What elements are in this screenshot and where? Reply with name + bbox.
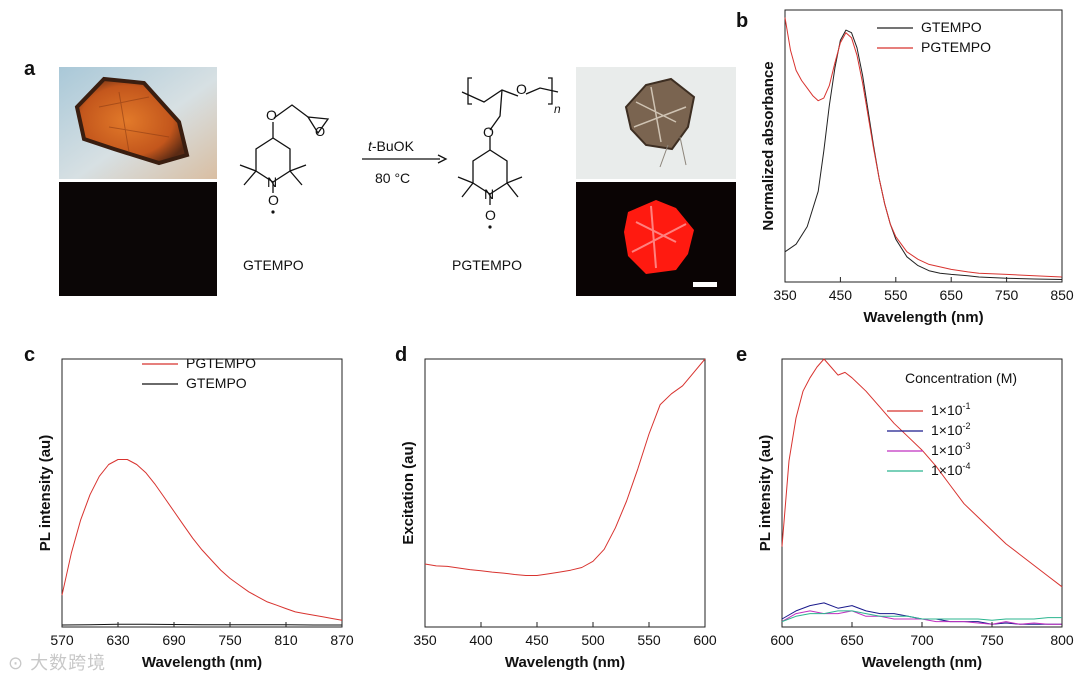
- reagent-italic: t: [368, 138, 372, 154]
- legend-label: GTEMPO: [186, 375, 247, 391]
- legend-label: GTEMPO: [921, 19, 982, 35]
- legend-label-base: 1×10: [931, 402, 963, 418]
- series-line-b-0: [784, 29, 1063, 280]
- panel-label-a: a: [24, 58, 36, 80]
- legend-label: 1×10-2: [931, 421, 971, 438]
- chart-e-concentration: 600 650 700 750 800 Wavelength (nm) PL intensi…: [757, 358, 1074, 671]
- legend-label-base: 1×10: [931, 462, 963, 478]
- x-tick-label: 450: [829, 287, 853, 303]
- x-tick-label: 750: [218, 632, 242, 648]
- chart-d-excitation: 350 400 450 500 550 600 Wavelength (nm) Excitat…: [400, 358, 717, 671]
- gtempo-structure: O O N O: [239, 104, 330, 214]
- series-line-b-1: [784, 17, 1063, 278]
- chart-c-pl-spectrum: 570 630 690 750 810 870 Wavelength (nm) PL inte…: [37, 355, 354, 671]
- x-axis-label: Wavelength (nm): [505, 654, 625, 671]
- x-tick-label: 570: [50, 632, 74, 648]
- panel-label-b: b: [736, 10, 749, 32]
- x-tick-label: 550: [884, 287, 908, 303]
- svg-text:O: O: [485, 207, 496, 223]
- gtempo-crystal-photo: [59, 67, 217, 179]
- plot-frame-d: [424, 358, 706, 628]
- x-tick-label: 650: [840, 632, 864, 648]
- x-tick-label: 850: [1050, 287, 1074, 303]
- series-line-c-1: [61, 623, 342, 626]
- plot-frame-e: [781, 358, 1063, 628]
- x-tick-label: 870: [330, 632, 354, 648]
- x-tick-label: 750: [995, 287, 1019, 303]
- legend-label-base: 1×10: [931, 442, 963, 458]
- x-tick-label: 400: [469, 632, 493, 648]
- x-tick-label: 450: [525, 632, 549, 648]
- legend-label-exponent: -1: [963, 401, 971, 411]
- panel-label-d: d: [395, 344, 408, 366]
- x-tick-label: 750: [980, 632, 1004, 648]
- x-tick-label: 690: [162, 632, 186, 648]
- pgtempo-crystal-photo: [576, 67, 736, 179]
- svg-text:O: O: [516, 81, 527, 97]
- legend-label: 1×10-3: [931, 441, 971, 458]
- condition-label: 80 °C: [375, 170, 411, 186]
- legend-label: 1×10-4: [931, 461, 971, 478]
- series-line-e-3: [781, 610, 1062, 623]
- scale-bar: [693, 282, 717, 287]
- x-tick-label: 650: [940, 287, 964, 303]
- svg-text:O: O: [483, 124, 494, 140]
- pgtempo-label: PGTEMPO: [452, 257, 523, 273]
- y-axis-label: PL intensity (au): [37, 435, 54, 551]
- x-tick-label: 350: [413, 632, 437, 648]
- panel-label-c: c: [24, 344, 36, 366]
- legend-title: Concentration (M): [905, 370, 1017, 386]
- pgtempo-fluorescence-photo: [576, 182, 736, 296]
- reagent-rest: -BuOK: [371, 138, 414, 154]
- legend-label: 1×10-1: [931, 401, 971, 418]
- x-tick-label: 600: [770, 632, 794, 648]
- x-axis-label: Wavelength (nm): [862, 654, 982, 671]
- x-axis-label: Wavelength (nm): [142, 654, 262, 671]
- legend-label: PGTEMPO: [186, 355, 256, 371]
- gtempo-fluorescence-photo: [59, 182, 217, 296]
- series-line-c-0: [61, 459, 343, 621]
- x-tick-label: 800: [1050, 632, 1074, 648]
- x-tick-label: 700: [910, 632, 934, 648]
- legend-label-base: 1×10: [931, 422, 963, 438]
- x-tick-label: 810: [274, 632, 298, 648]
- plot-frame-b: [784, 9, 1063, 283]
- legend-label-exponent: -2: [963, 421, 971, 431]
- gtempo-label: GTEMPO: [243, 257, 304, 273]
- svg-text:N: N: [484, 186, 494, 202]
- svg-text:O: O: [266, 107, 277, 123]
- x-tick-label: 550: [637, 632, 661, 648]
- reaction-arrow: [362, 154, 448, 164]
- panel-label-e: e: [736, 344, 748, 366]
- chart-b-absorbance: 350 450 550 650 750 850 Wavelength (nm) Normali…: [760, 9, 1074, 326]
- polymer-subscript: n: [554, 102, 561, 116]
- x-tick-label: 600: [693, 632, 717, 648]
- svg-text:N: N: [267, 174, 277, 190]
- pgtempo-structure: O O N O n: [457, 77, 561, 229]
- series-line-e-0: [781, 358, 1063, 588]
- legend-label: PGTEMPO: [921, 39, 991, 55]
- y-axis-label: Excitation (au): [400, 441, 417, 544]
- watermark-logo: ⊙ 大数跨境: [8, 653, 107, 673]
- x-axis-label: Wavelength (nm): [863, 309, 983, 326]
- y-axis-label: Normalized absorbance: [760, 61, 777, 230]
- reagent-label: t-BuOK: [368, 138, 414, 154]
- series-line-d-0: [424, 358, 706, 576]
- svg-text:O: O: [268, 192, 279, 208]
- x-tick-label: 630: [106, 632, 130, 648]
- x-tick-label: 350: [773, 287, 797, 303]
- x-tick-label: 500: [581, 632, 605, 648]
- y-axis-label: PL intensity (au): [757, 435, 774, 551]
- plot-frame-c: [61, 358, 343, 628]
- svg-text:O: O: [315, 124, 325, 139]
- legend-label-exponent: -4: [963, 461, 971, 471]
- legend-label-exponent: -3: [963, 441, 971, 451]
